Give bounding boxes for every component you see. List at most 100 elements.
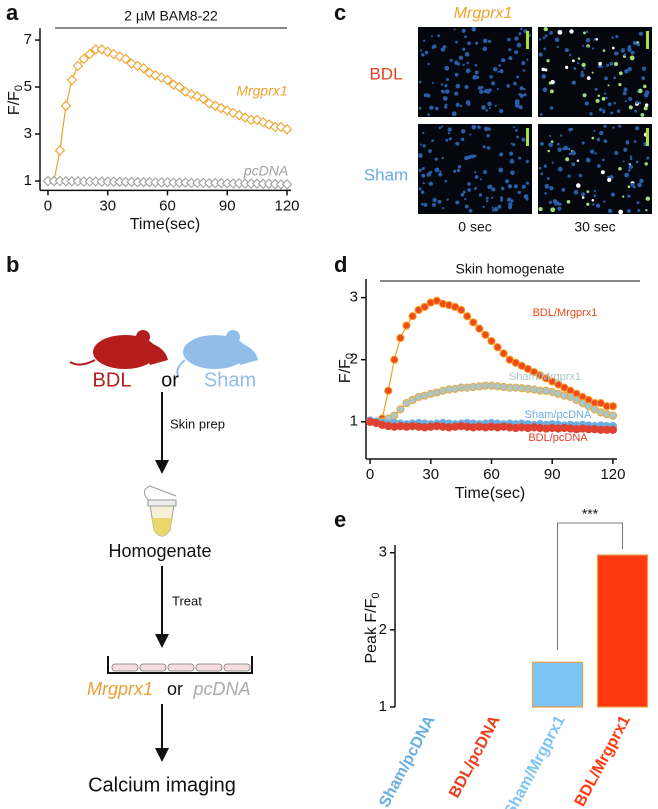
cell [428, 149, 432, 153]
x-tick-label: 120 [600, 466, 625, 483]
x-tick-label: 120 [275, 197, 300, 214]
cell [460, 128, 466, 134]
cell [638, 101, 642, 105]
cell [549, 134, 552, 138]
cell [475, 41, 479, 45]
cell [500, 186, 505, 191]
cell [585, 38, 591, 43]
cell [554, 37, 560, 43]
cell [643, 106, 648, 111]
cell [557, 29, 563, 35]
panel-label: c [334, 0, 346, 25]
x-tick-label: BDL/pcDNA [446, 712, 504, 800]
cell [549, 186, 554, 191]
cell [539, 113, 543, 116]
cell [482, 46, 488, 52]
point [180, 86, 191, 98]
cell [422, 182, 425, 185]
cell [604, 76, 608, 81]
cell [482, 145, 486, 149]
diagram-label: Treat [172, 593, 202, 608]
cell [500, 196, 504, 200]
cell [470, 154, 475, 159]
cell [427, 62, 430, 66]
cell [481, 105, 486, 110]
cell [646, 156, 650, 160]
cell [427, 113, 430, 116]
point [162, 74, 173, 86]
x-tick-label: BDL/Mrgprx1 [572, 713, 634, 809]
cell [422, 39, 426, 42]
cell [516, 135, 519, 139]
cell [593, 129, 596, 132]
cell [591, 136, 595, 140]
cell [526, 198, 529, 201]
cell [613, 61, 619, 67]
y-axis-label: Peak F/F0 [363, 592, 382, 663]
cell [444, 84, 448, 88]
panel-label: a [6, 0, 19, 25]
cell [586, 46, 589, 49]
cell [618, 209, 624, 215]
cell [486, 146, 491, 150]
x-tick-label: 0 [366, 466, 374, 483]
point [186, 88, 197, 100]
cell [627, 168, 631, 172]
cell [603, 92, 607, 95]
cell [453, 169, 457, 173]
bar [596, 554, 649, 708]
cell [624, 172, 630, 178]
cell [520, 27, 523, 31]
cell [493, 206, 499, 212]
cell [624, 100, 628, 103]
cell [487, 39, 492, 44]
cell [612, 126, 615, 129]
cell [522, 69, 526, 72]
cell [431, 45, 436, 49]
cell [432, 197, 437, 203]
cell [440, 89, 444, 93]
cell [586, 76, 591, 81]
mouse-icon [176, 330, 258, 377]
cell [593, 189, 596, 193]
cell [492, 66, 498, 72]
cell [449, 58, 453, 62]
cell [602, 158, 605, 162]
cell [454, 72, 459, 77]
cell [628, 105, 633, 110]
cell [603, 139, 608, 144]
cell [567, 174, 571, 178]
diagram: BDL or Sham Skin prep Homogenate Treat M… [69, 330, 258, 796]
cell [509, 151, 514, 156]
cell [437, 34, 441, 38]
cell [627, 162, 630, 165]
significance: *** [582, 506, 599, 522]
point [396, 333, 405, 343]
cell [636, 43, 641, 47]
cell [519, 93, 524, 98]
diagram-label: BDL [93, 369, 132, 391]
cell [423, 202, 428, 207]
cell [543, 47, 546, 51]
point [54, 145, 66, 156]
cell [437, 199, 442, 204]
cell [440, 47, 445, 52]
color-bar [526, 31, 529, 49]
cell [618, 71, 623, 76]
diagram-label: pcDNA [192, 679, 250, 699]
cell [497, 70, 500, 73]
point [384, 386, 393, 395]
cell [635, 100, 639, 104]
cell [542, 36, 546, 40]
column-label: 0 sec [458, 219, 491, 235]
cell [550, 140, 554, 143]
point [390, 355, 399, 364]
diagram-label: or [167, 679, 183, 699]
diagram-label: Homogenate [108, 541, 211, 561]
cell [474, 175, 479, 179]
point [499, 349, 508, 358]
cell [580, 192, 586, 197]
cell [429, 105, 434, 110]
series-label: BDL/Mrgprx1 [533, 307, 598, 319]
cell [472, 75, 477, 80]
